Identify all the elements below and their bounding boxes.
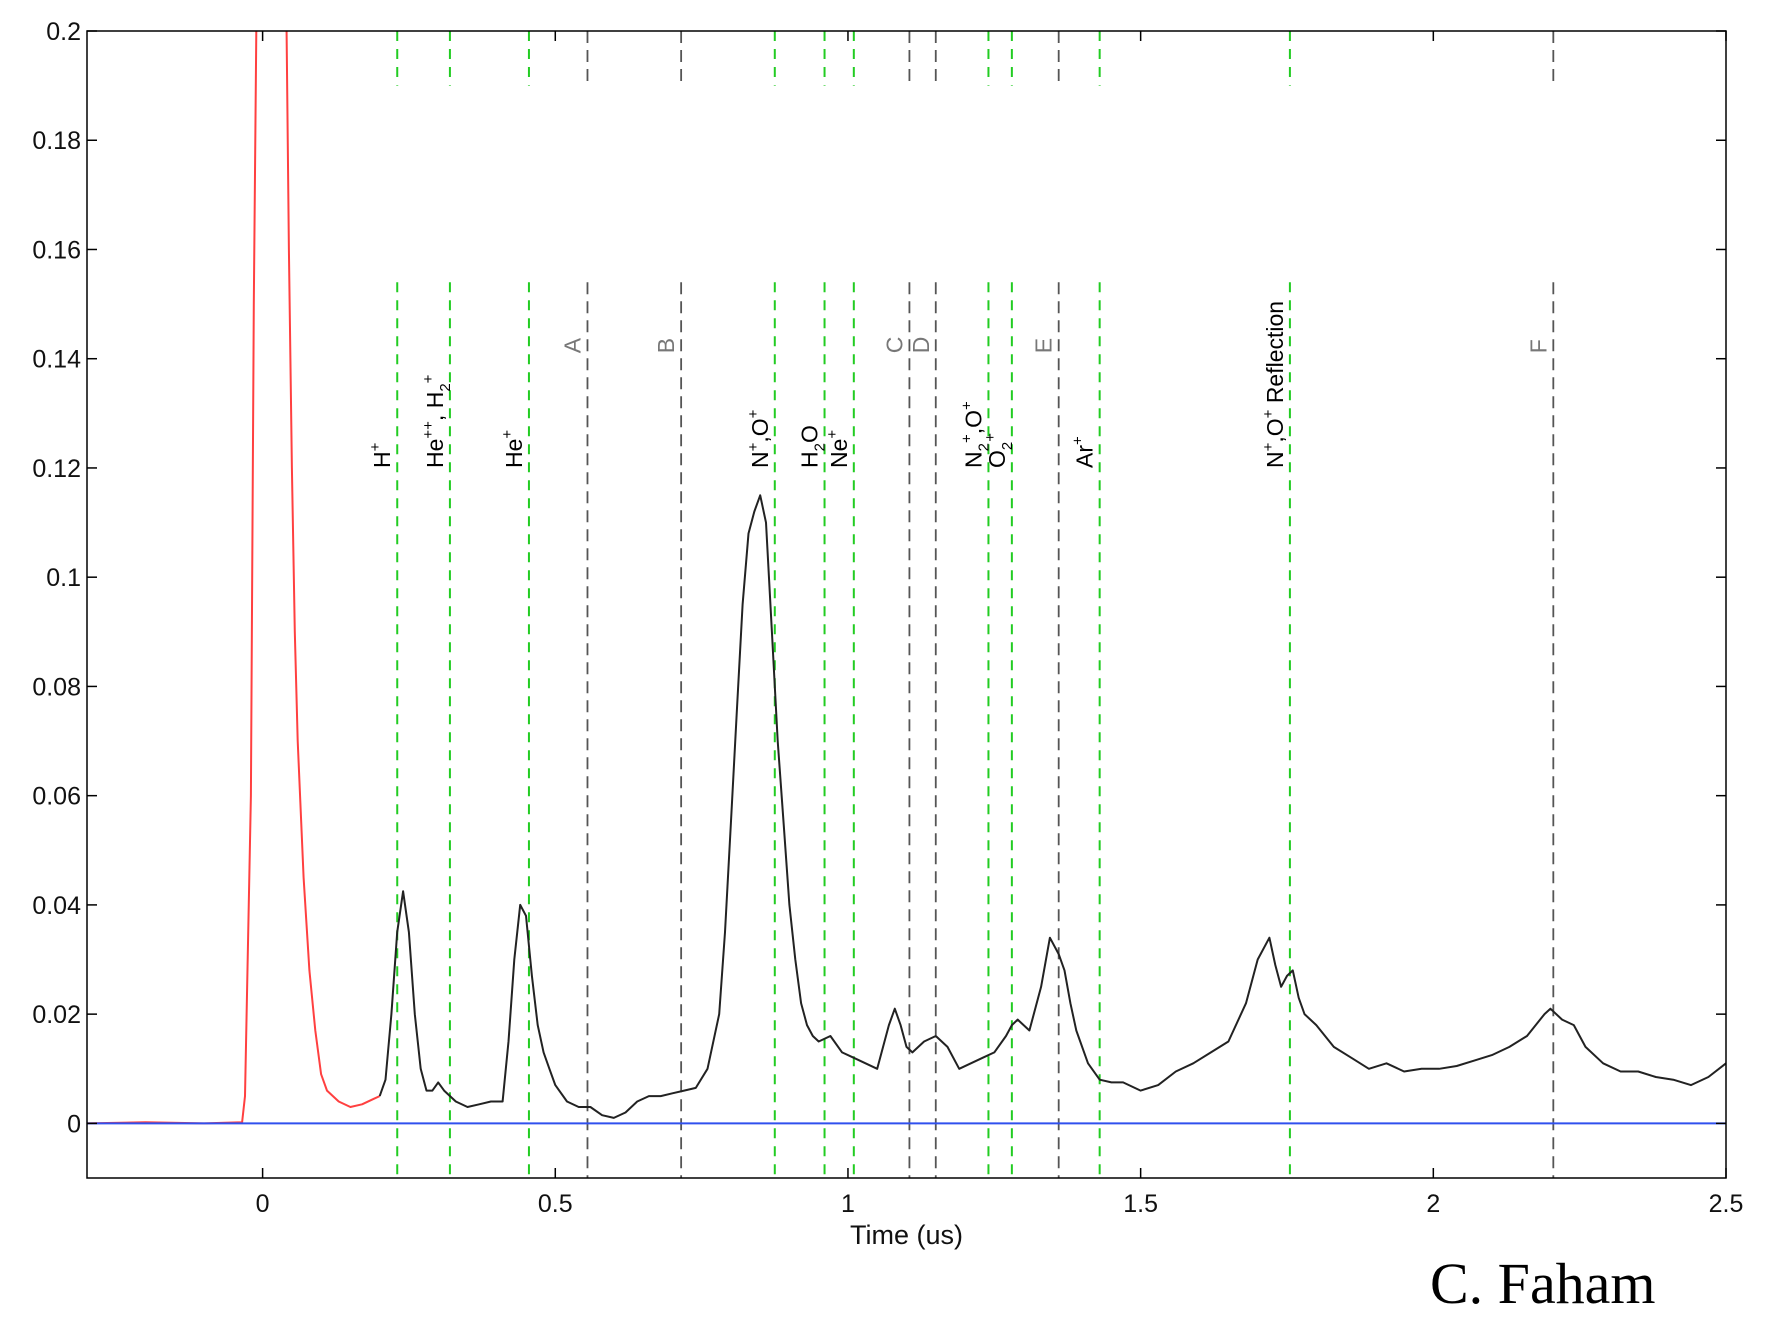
- y-tick-label: 0.2: [46, 18, 81, 46]
- marker-label: N2+,O+: [959, 401, 993, 468]
- y-tick-label: 0.08: [32, 673, 81, 701]
- marker-label: A: [560, 337, 586, 353]
- marker-label: He++, H2+: [420, 374, 454, 468]
- x-tick-label: 2.5: [1709, 1190, 1744, 1218]
- y-tick-label: 0.16: [32, 236, 81, 264]
- marker-label: N+,O+ Reflection: [1260, 301, 1288, 468]
- y-tick-label: 0.1: [46, 564, 81, 592]
- marker-label: Ne+: [824, 430, 852, 468]
- series-line: [378, 494, 1726, 1119]
- y-tick-label: 0.12: [32, 455, 81, 483]
- y-tick-label: 0.18: [32, 127, 81, 155]
- x-axis-title: Time (us): [850, 1220, 963, 1250]
- series-line: [87, 31, 381, 1125]
- y-tick-label: 0.14: [32, 346, 81, 374]
- x-tick-label: 0.5: [538, 1190, 573, 1218]
- marker-label: H2O: [797, 425, 829, 468]
- x-tick-label: 1.5: [1123, 1190, 1158, 1218]
- axis-ticks: 0 0.5 1 1.5 2 2.5 0 0.02 0.04 0.06 0.08 0.1 0.12 0.14…: [32, 18, 1743, 1218]
- marker-lines: [396, 31, 1555, 1178]
- marker-label: D: [908, 337, 934, 354]
- marker-label: He+: [499, 430, 527, 468]
- marker-label: H+: [367, 442, 395, 468]
- marker-label: B: [653, 338, 679, 353]
- marker-label: F: [1525, 339, 1551, 353]
- series-lines: [87, 31, 1726, 1125]
- y-tick-label: 0.06: [32, 783, 81, 811]
- x-tick-label: 1: [841, 1190, 855, 1218]
- y-tick-label: 0: [67, 1110, 81, 1138]
- y-tick-label: 0.04: [32, 892, 81, 920]
- marker-label: Ar+: [1070, 436, 1098, 468]
- marker-label: C: [881, 337, 907, 354]
- y-tick-label: 0.02: [32, 1001, 81, 1029]
- x-tick-label: 0: [256, 1190, 270, 1218]
- marker-label: O2+: [982, 433, 1016, 468]
- marker-label: E: [1031, 338, 1057, 353]
- author-credit: C. Faham: [1430, 1251, 1656, 1316]
- plot-frame: [86, 30, 1727, 1179]
- x-tick-label: 2: [1426, 1190, 1440, 1218]
- marker-label: N+,O+: [745, 409, 773, 468]
